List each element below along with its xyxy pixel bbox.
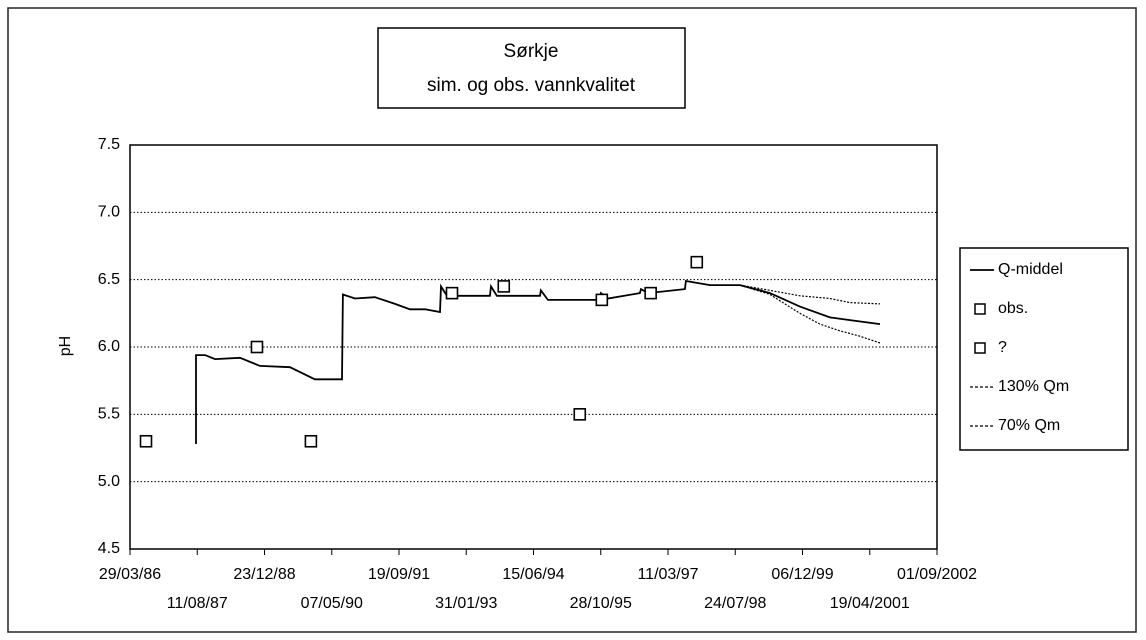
obs-marker: [445, 286, 459, 300]
legend-label: 70% Qm: [998, 417, 1060, 434]
legend-label: 130% Qm: [998, 378, 1069, 395]
x-tick-label: 29/03/86: [99, 566, 161, 583]
x-tick-label: 11/08/87: [167, 595, 228, 612]
legend-label: ?: [998, 339, 1007, 356]
y-tick-label: 6.0: [98, 338, 120, 355]
x-tick-label: 06/12/99: [771, 566, 833, 583]
chart-title: Sørkje: [504, 41, 559, 62]
series-line: [195, 279, 881, 444]
y-tick-label: 5.0: [98, 473, 120, 490]
obs-marker: [595, 293, 609, 307]
x-tick-label: 24/07/98: [704, 595, 766, 612]
obs-marker: [304, 434, 318, 448]
obs-marker: [573, 408, 587, 421]
y-tick-label: 5.5: [98, 406, 120, 423]
series-line: [739, 284, 881, 344]
frame: [7, 7, 1137, 633]
x-tick-label: 19/09/91: [368, 566, 430, 583]
y-tick-label: 6.5: [98, 271, 120, 288]
x-tick-label: 11/03/97: [637, 566, 698, 583]
y-tick-label: 7.0: [98, 204, 120, 221]
obs-marker: [497, 280, 511, 293]
legend-box: [959, 247, 1129, 451]
series-line: [739, 284, 881, 305]
obs-marker: [690, 255, 704, 269]
y-tick-label: 4.5: [98, 540, 120, 557]
legend-marker: [974, 303, 986, 315]
chart-subtitle: sim. og obs. vannkvalitet: [427, 75, 636, 96]
x-tick-label: 31/01/93: [435, 595, 497, 612]
legend-label: Q-middel: [998, 261, 1063, 278]
obs-marker: [139, 434, 153, 448]
x-tick-label: 07/05/90: [301, 595, 363, 612]
x-tick-label: 28/10/95: [570, 595, 632, 612]
y-tick-label: 7.5: [98, 136, 120, 153]
x-tick-label: 01/09/2002: [897, 566, 977, 583]
obs-marker: [644, 286, 657, 300]
obs-marker: [250, 340, 264, 354]
x-tick-label: 23/12/88: [233, 566, 295, 583]
legend-label: obs.: [998, 300, 1028, 317]
y-axis-label: pH: [57, 336, 74, 356]
x-tick-label: 19/04/2001: [830, 595, 910, 612]
x-tick-label: 15/06/94: [502, 566, 564, 583]
legend-marker: [974, 342, 986, 354]
title-box: [377, 27, 686, 109]
